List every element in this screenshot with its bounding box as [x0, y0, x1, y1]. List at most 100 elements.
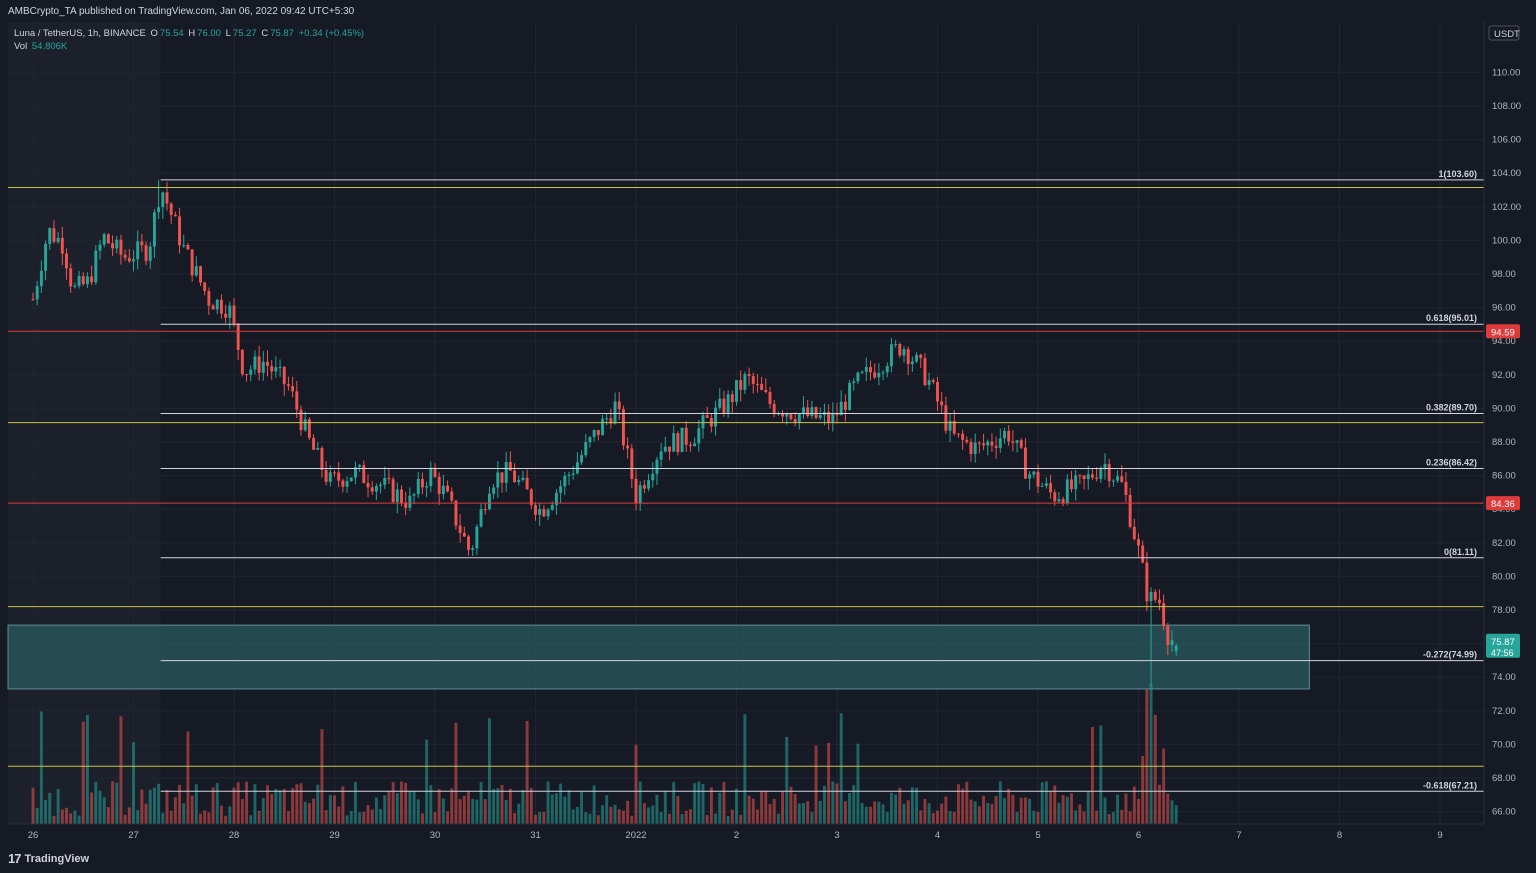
- y-tick-label: 78.00: [1492, 605, 1516, 616]
- candle-body: [869, 367, 872, 373]
- candle-body: [647, 480, 651, 489]
- volume-bar: [864, 806, 868, 824]
- volume-bar: [613, 804, 617, 824]
- candle-body: [730, 394, 734, 402]
- volume-bar: [802, 802, 805, 824]
- y-tick-label: 72.00: [1492, 706, 1516, 717]
- volume-bar: [668, 813, 671, 824]
- volume-bar: [178, 784, 182, 824]
- candle-body: [186, 245, 190, 250]
- volume-bar: [81, 721, 85, 824]
- volume-bar: [420, 813, 424, 824]
- volume-bar: [672, 782, 676, 824]
- candle-body: [1111, 480, 1115, 482]
- candle-body: [1149, 591, 1153, 602]
- volume-bar: [115, 782, 119, 824]
- volume-bar: [471, 799, 475, 824]
- candle-body: [140, 241, 144, 246]
- candle-body: [215, 299, 219, 310]
- candle-body: [538, 509, 542, 515]
- candle-body: [994, 445, 998, 448]
- volume-bar: [165, 790, 169, 824]
- candle-body: [1074, 475, 1078, 490]
- volume-bar: [831, 781, 835, 824]
- candle-body: [190, 249, 194, 276]
- volume-bar: [906, 800, 910, 824]
- candle-body: [931, 380, 935, 382]
- candle-body: [781, 413, 785, 417]
- volume-bar: [328, 795, 332, 824]
- candle-body: [718, 398, 722, 408]
- candle-body: [35, 286, 39, 300]
- candle-body: [621, 409, 625, 446]
- candle-body: [374, 486, 378, 492]
- candle-body: [420, 479, 424, 488]
- volume-bar: [123, 814, 127, 824]
- support-zone: [7, 624, 1310, 690]
- candle-body: [936, 381, 939, 402]
- volume-bar: [337, 806, 341, 824]
- y-tick-label: 96.00: [1492, 303, 1516, 314]
- volume-bar: [1174, 805, 1178, 824]
- volume-bar: [546, 781, 550, 824]
- candle-body: [328, 472, 332, 482]
- candle-body: [751, 376, 755, 384]
- y-tick-label: 102.00: [1492, 202, 1521, 213]
- candle-body: [337, 472, 341, 481]
- volume-bar: [458, 799, 462, 824]
- candle-body: [1049, 483, 1053, 493]
- candle-body: [52, 228, 56, 242]
- candle-body: [379, 484, 383, 487]
- candle-body: [655, 459, 659, 474]
- volume-bar: [709, 787, 713, 824]
- volume-bar: [483, 799, 487, 824]
- volume-bar: [605, 795, 609, 824]
- candle-body: [207, 291, 211, 306]
- volume-bar: [751, 798, 755, 824]
- candle-body: [44, 243, 48, 271]
- volume-bar: [232, 787, 236, 824]
- volume-bar: [776, 813, 780, 824]
- candle-body: [747, 374, 751, 377]
- candle-body: [709, 417, 713, 427]
- volume-bar: [961, 788, 965, 824]
- tradingview-logo[interactable]: 17 TradingView: [8, 851, 89, 866]
- volume-bar: [1116, 794, 1120, 824]
- volume-bar: [320, 729, 324, 824]
- candle-body: [69, 268, 73, 287]
- candle-body: [1070, 479, 1073, 490]
- candle-body: [659, 451, 663, 460]
- volume-bar: [659, 812, 663, 824]
- volume-bar: [416, 799, 420, 824]
- candle-body: [295, 391, 299, 410]
- volume-bar: [663, 790, 667, 824]
- volume-bar: [1053, 785, 1057, 824]
- volume-bar: [35, 807, 39, 824]
- candle-body: [1170, 640, 1174, 645]
- volume-bar: [278, 790, 282, 824]
- volume-bar: [333, 795, 336, 824]
- volume-bar: [688, 809, 692, 824]
- volume-bar: [1082, 811, 1086, 824]
- x-tick-label: 28: [229, 830, 240, 841]
- volume-bar: [374, 797, 378, 824]
- volume-bar: [642, 803, 646, 824]
- volume-bar: [852, 785, 856, 824]
- volume-bar: [500, 784, 504, 824]
- volume-bar: [454, 722, 458, 824]
- candle-body: [349, 477, 353, 482]
- candle-body: [320, 447, 324, 470]
- volume-bar: [580, 791, 584, 824]
- candle-body: [906, 349, 910, 365]
- candle-body: [651, 473, 655, 481]
- candle-body: [684, 427, 688, 445]
- candle-body: [856, 372, 860, 382]
- volume-bar: [584, 812, 588, 824]
- volume-bar: [408, 791, 412, 824]
- volume-bar: [575, 806, 579, 824]
- volume-bar: [144, 803, 148, 824]
- volume-bar: [956, 784, 960, 824]
- candle-body: [358, 465, 362, 467]
- x-tick-label: 9: [1437, 830, 1442, 841]
